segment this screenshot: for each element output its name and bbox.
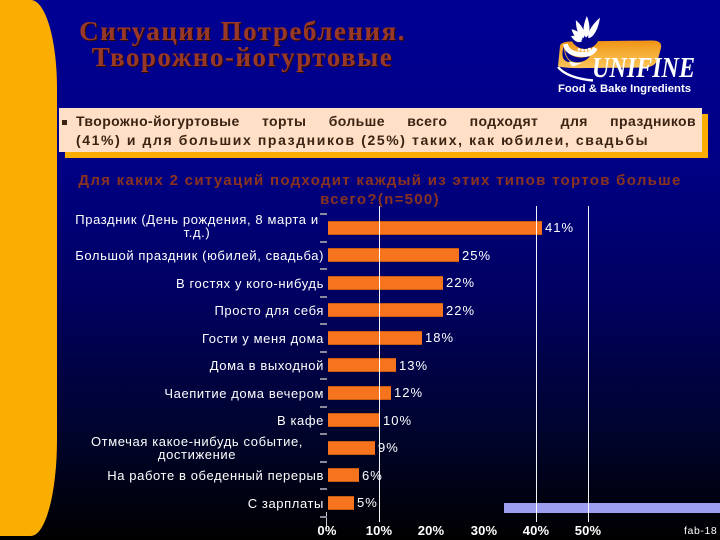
svg-text:UNIFINE: UNIFINE <box>592 52 695 84</box>
svg-text:Food & Bake Ingredients: Food & Bake Ingredients <box>558 83 691 95</box>
